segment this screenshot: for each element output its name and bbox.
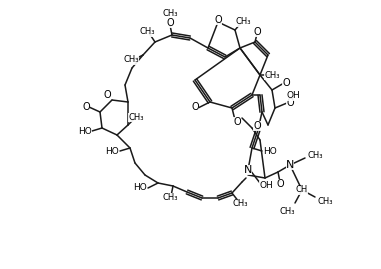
Text: O: O xyxy=(282,78,290,88)
Text: CH₃: CH₃ xyxy=(139,27,155,37)
Text: OH: OH xyxy=(286,91,300,101)
Text: HO: HO xyxy=(78,126,92,136)
Text: CH₃: CH₃ xyxy=(232,199,248,207)
Text: O: O xyxy=(191,102,199,112)
Text: O: O xyxy=(166,18,174,28)
Text: O: O xyxy=(82,102,90,112)
Text: CH: CH xyxy=(296,186,308,194)
Text: O: O xyxy=(286,98,294,108)
Text: CH₃: CH₃ xyxy=(162,193,178,201)
Text: CH₃: CH₃ xyxy=(123,55,139,65)
Text: N: N xyxy=(244,165,252,175)
Text: CH₃: CH₃ xyxy=(128,112,144,122)
Text: O: O xyxy=(253,121,261,131)
Text: CH₃: CH₃ xyxy=(264,70,280,80)
Text: N: N xyxy=(286,160,294,170)
Text: O: O xyxy=(276,179,284,189)
Text: CH₃: CH₃ xyxy=(307,150,323,160)
Text: CH₃: CH₃ xyxy=(279,207,295,215)
Text: CH₃: CH₃ xyxy=(317,197,333,207)
Text: OH: OH xyxy=(259,180,273,189)
Text: CH₃: CH₃ xyxy=(162,9,178,17)
Text: O: O xyxy=(103,90,111,100)
Text: O: O xyxy=(233,117,241,127)
Text: HO: HO xyxy=(105,147,119,155)
Text: HO: HO xyxy=(263,147,277,155)
Text: O: O xyxy=(253,27,261,37)
Text: O: O xyxy=(214,15,222,25)
Text: HO: HO xyxy=(133,183,147,193)
Text: CH₃: CH₃ xyxy=(235,17,251,27)
